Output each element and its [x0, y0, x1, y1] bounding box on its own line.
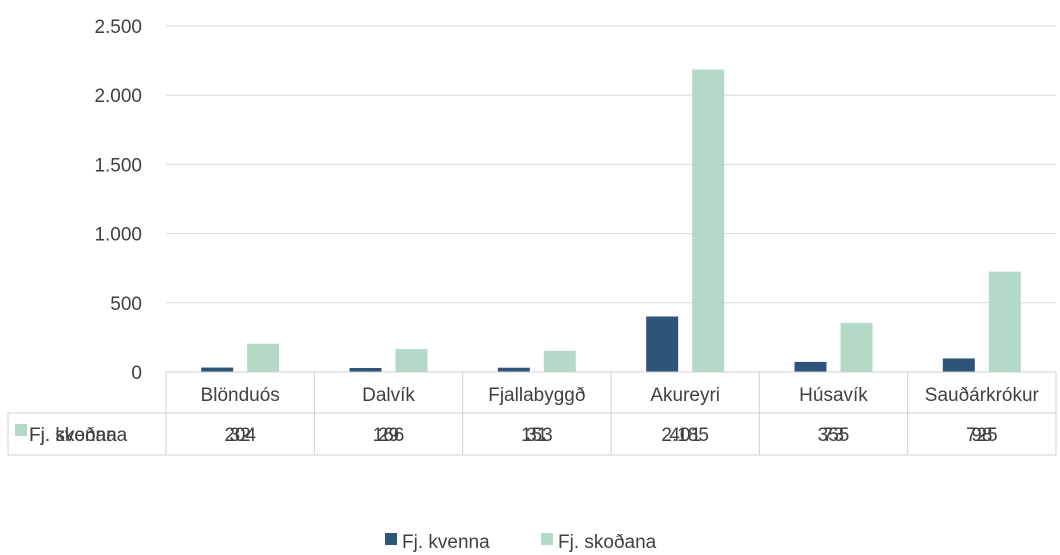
- data-table-value: 32: [230, 425, 251, 446]
- bar-skodana: [988, 271, 1021, 372]
- x-category-label: Sauðárkrókur: [925, 385, 1040, 406]
- bar-kvenna: [646, 316, 679, 372]
- data-table-value: 2.185: [661, 425, 709, 446]
- bar-skodana: [543, 350, 576, 372]
- y-tick-label: 1.500: [94, 155, 142, 176]
- x-category-label: Fjallabyggð: [488, 385, 585, 406]
- table-series-name: Fj. kvenna: [29, 425, 117, 446]
- bar-kvenna: [794, 361, 827, 372]
- data-table-value: 73: [823, 425, 844, 446]
- data-table-value: 355: [818, 425, 850, 446]
- table-series-name: Fj. skoðana: [29, 425, 128, 446]
- data-table-value: 29: [378, 425, 399, 446]
- bar-skodana: [247, 343, 280, 372]
- bar-kvenna: [201, 367, 234, 372]
- data-table-value: 204: [224, 425, 256, 446]
- data-table-value: 153: [521, 425, 553, 446]
- bar-skodana: [840, 322, 873, 372]
- x-category-label: Húsavík: [799, 385, 868, 406]
- legend-swatch: [541, 533, 553, 545]
- y-tick-label: 2.500: [94, 17, 142, 38]
- data-table-value: 166: [373, 425, 405, 446]
- legend-swatch: [385, 533, 397, 545]
- x-category-label: Dalvík: [362, 385, 415, 406]
- data-table-value: 31: [526, 425, 547, 446]
- y-tick-label: 2.000: [94, 86, 142, 107]
- x-category-label: Akureyri: [650, 385, 720, 406]
- data-table-value: 401: [669, 425, 701, 446]
- legend-label: Fj. kvenna: [402, 532, 490, 553]
- bar-skodana: [395, 349, 428, 372]
- data-table-value: 725: [966, 425, 998, 446]
- data-table-value: 98: [971, 425, 992, 446]
- y-tick-label: 0: [131, 363, 142, 384]
- y-tick-label: 500: [110, 294, 142, 315]
- bar-kvenna: [497, 367, 530, 372]
- bar-kvenna: [942, 358, 975, 372]
- bar-skodana: [692, 69, 725, 372]
- x-category-label: Blönduós: [201, 385, 280, 406]
- y-tick-label: 1.000: [94, 225, 142, 246]
- legend-label: Fj. skoðana: [558, 532, 657, 553]
- bar-kvenna: [349, 367, 382, 372]
- table-legend-key: [15, 424, 27, 436]
